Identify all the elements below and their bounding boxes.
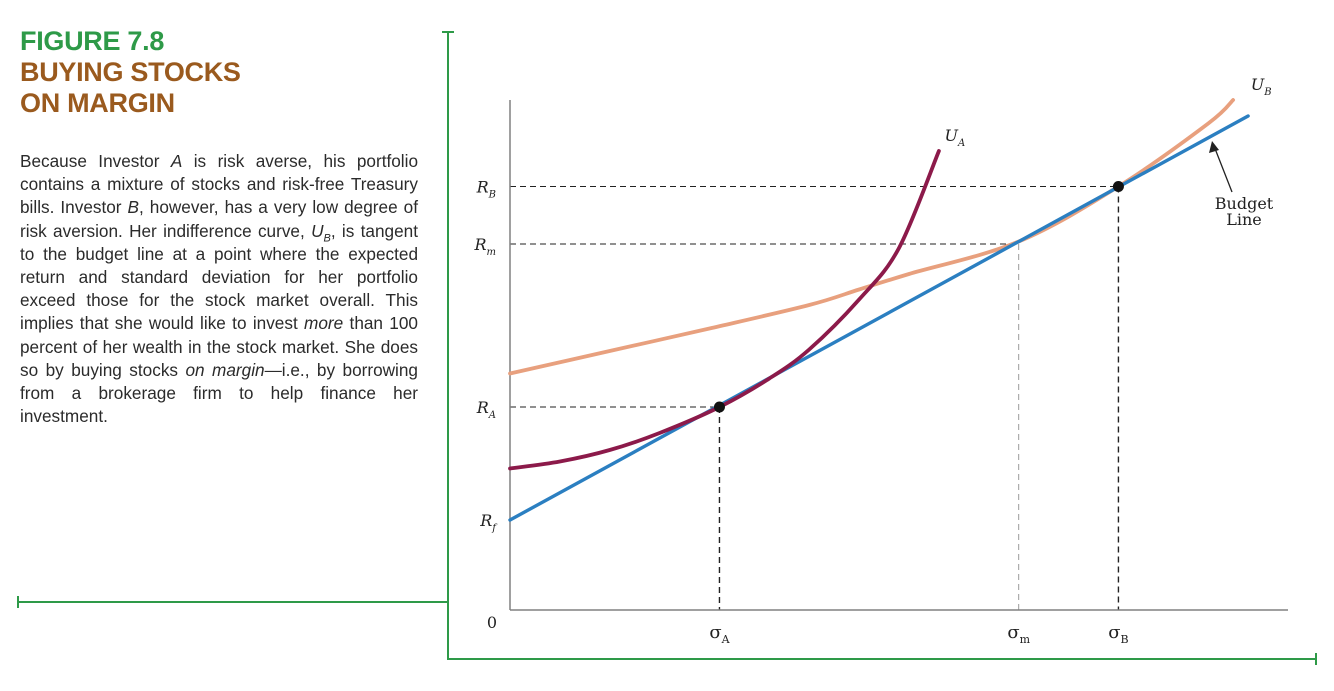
annotation-arrow-head	[1209, 141, 1219, 153]
figure-title-line-1: BUYING STOCKS	[20, 57, 241, 87]
frame-bottom-cap	[1315, 653, 1317, 665]
figure-number: FIGURE 7.8	[20, 26, 165, 56]
figure-caption: Because Investor A is risk averse, his p…	[20, 150, 418, 428]
x-tick-sigma-m: σm	[1007, 622, 1030, 646]
caption-u-symbol: U	[311, 220, 324, 241]
y-tick-r-b: RB	[476, 178, 496, 201]
y-tick-r-a: RA	[476, 398, 496, 421]
frame-bottom-rule	[447, 658, 1317, 660]
x-tick-sigma-a: σA	[709, 622, 730, 646]
caption-investor-b: B	[127, 197, 139, 218]
caption-emph-margin: on margin	[185, 359, 265, 380]
series-label-u-b: UB	[1251, 75, 1272, 98]
frame-left-rule	[447, 32, 449, 660]
caption-u-sub: B	[323, 232, 331, 245]
frame-caption-rule	[18, 601, 448, 603]
origin-label: 0	[487, 613, 497, 632]
y-tick-r-f: Rf	[479, 511, 498, 534]
caption-text-6: —i.e., by borrowing from a brokerage fir…	[20, 359, 418, 427]
caption-text-4: , is tangent to the budget line at a poi…	[20, 220, 418, 334]
axes	[509, 100, 1288, 611]
curves	[508, 98, 1250, 522]
caption-text-2: is risk averse, his portfolio contains a…	[20, 151, 419, 218]
point-a	[713, 401, 725, 413]
series-u-b	[508, 98, 1235, 376]
points	[713, 181, 1124, 413]
series-u-a	[508, 149, 941, 471]
y-tick-r-m: Rm	[473, 235, 496, 258]
annotation-budget-line-2: Line	[1226, 210, 1262, 229]
series-label-u-a: UA	[945, 126, 966, 149]
caption-text-5: than 100 percent of her wealth in the st…	[20, 313, 418, 380]
figure-title-line-2: ON MARGIN	[20, 88, 175, 118]
frame-caption-rule-cap	[17, 596, 19, 608]
figure-heading: FIGURE 7.8 BUYING STOCKS ON MARGIN	[20, 26, 430, 119]
point-b	[1112, 181, 1124, 192]
annotation-budget-line-1: Budget	[1215, 194, 1274, 213]
caption-emph-more: more	[304, 313, 344, 334]
caption-text-3: , however, has a very low degree of risk…	[20, 197, 418, 241]
series-budget-line	[508, 114, 1250, 522]
caption-investor-a: A	[170, 151, 183, 171]
guide-lines	[510, 185, 1120, 610]
x-tick-sigma-b: σB	[1108, 622, 1128, 646]
annotation-arrow	[1213, 145, 1233, 193]
caption-text-1: Because Investor	[20, 151, 171, 171]
frame-top-cap	[442, 31, 454, 33]
